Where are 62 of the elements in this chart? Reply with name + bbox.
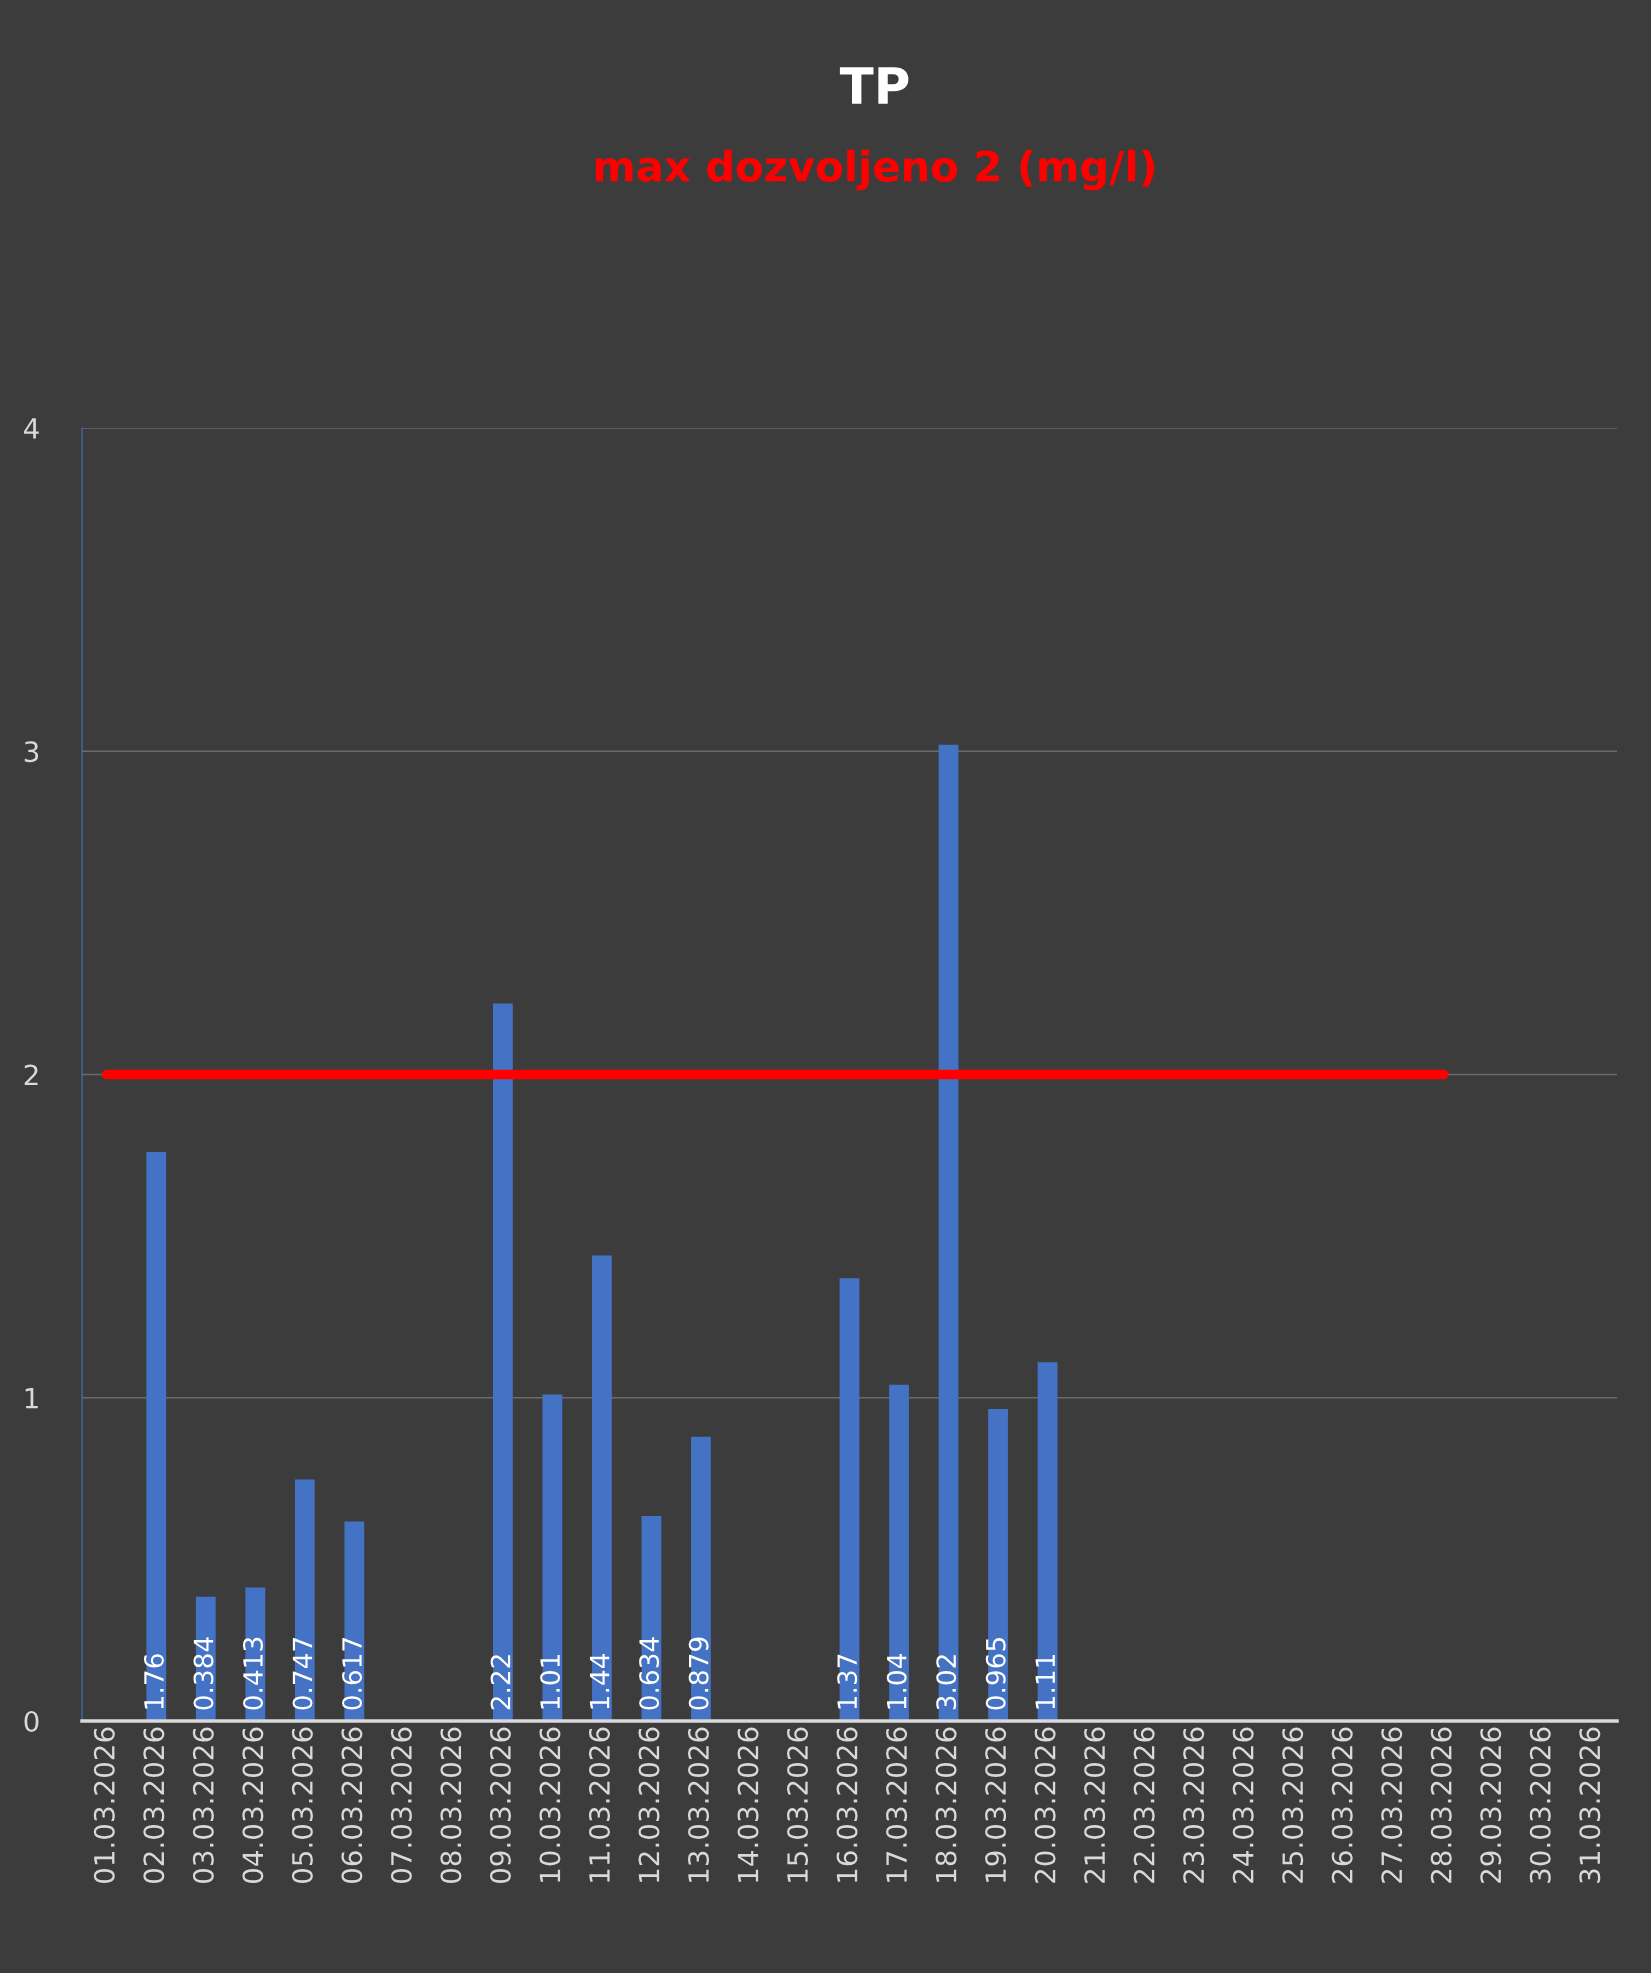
x-tick-label: 02.03.2026	[143, 1727, 165, 1884]
x-tick-label: 18.03.2026	[935, 1727, 957, 1882]
x-tick-label: 11.03.2026	[588, 1727, 610, 1882]
x-tick-label: 12.03.2026	[638, 1727, 660, 1882]
x-tick-label: 13.03.2026	[688, 1727, 710, 1882]
x-tick-label: 19.03.2026	[985, 1727, 1007, 1882]
data-label: 0.413	[243, 1637, 263, 1710]
bar	[592, 1255, 612, 1721]
bar	[542, 1394, 563, 1721]
x-tick-label: 15.03.2026	[787, 1727, 809, 1882]
y-tick-label: 3	[24, 741, 39, 763]
x-tick-label: 23.03.2026	[1183, 1727, 1205, 1883]
bar	[344, 1521, 365, 1721]
x-tick-label: 03.03.2026	[192, 1727, 214, 1884]
x-tick-label: 26.03.2026	[1331, 1727, 1353, 1883]
x-tick-label: 28.03.2026	[1430, 1727, 1452, 1883]
x-tick-label: 24.03.2026	[1232, 1727, 1254, 1883]
x-tick-label: 08.03.2026	[440, 1727, 462, 1884]
x-tick-label: 07.03.2026	[390, 1727, 412, 1884]
bar	[839, 1278, 860, 1721]
x-tick-label: 30.03.2026	[1529, 1727, 1551, 1883]
x-tick-label: 25.03.2026	[1282, 1727, 1304, 1883]
data-label: 0.747	[292, 1638, 313, 1710]
bar	[492, 1003, 513, 1721]
x-tick-label: 01.03.2026	[93, 1727, 115, 1884]
data-label: 1.44	[589, 1654, 610, 1709]
x-tick-label: 20.03.2026	[1034, 1727, 1056, 1883]
x-tick-label: 29.03.2026	[1480, 1727, 1502, 1883]
data-label: 1.11	[1035, 1654, 1055, 1709]
y-tick-label: 2	[24, 1064, 38, 1086]
x-tick-label: 27.03.2026	[1381, 1727, 1403, 1883]
bar	[938, 744, 959, 1721]
data-label: 1.37	[837, 1654, 858, 1709]
data-label: 2.22	[490, 1655, 511, 1710]
x-tick-label: 31.03.2026	[1579, 1727, 1601, 1883]
bar	[146, 1152, 167, 1721]
data-label: 0.384	[193, 1637, 214, 1710]
y-tick-label: 0	[24, 1710, 39, 1732]
data-label: 0.617	[342, 1638, 362, 1710]
data-label: 0.879	[688, 1637, 709, 1710]
x-tick-label: 04.03.2026	[242, 1727, 264, 1884]
data-label: 0.965	[985, 1638, 1006, 1710]
x-tick-label: 06.03.2026	[341, 1727, 363, 1884]
data-label: 0.634	[639, 1637, 660, 1710]
data-label: 1.01	[540, 1654, 561, 1709]
chart-subtitle: max dozvoljeno 2 (mg/l)	[595, 149, 1155, 191]
y-tick-label: 4	[24, 418, 39, 439]
x-tick-label: 05.03.2026	[291, 1727, 313, 1884]
bar	[294, 1479, 315, 1721]
chart-title: TP	[839, 67, 909, 104]
data-label: 1.76	[143, 1654, 164, 1709]
x-tick-label: 10.03.2026	[539, 1727, 561, 1882]
x-tick-label: 09.03.2026	[489, 1727, 511, 1884]
data-label: 3.02	[936, 1655, 957, 1710]
bar	[1037, 1362, 1058, 1721]
x-tick-label: 16.03.2026	[836, 1727, 858, 1882]
x-tick-label: 17.03.2026	[886, 1727, 908, 1882]
x-tick-label: 14.03.2026	[737, 1727, 759, 1882]
data-label: 1.04	[886, 1654, 907, 1709]
x-tick-label: 21.03.2026	[1084, 1727, 1106, 1883]
x-tick-label: 22.03.2026	[1133, 1727, 1155, 1883]
y-tick-label: 1	[25, 1388, 38, 1409]
